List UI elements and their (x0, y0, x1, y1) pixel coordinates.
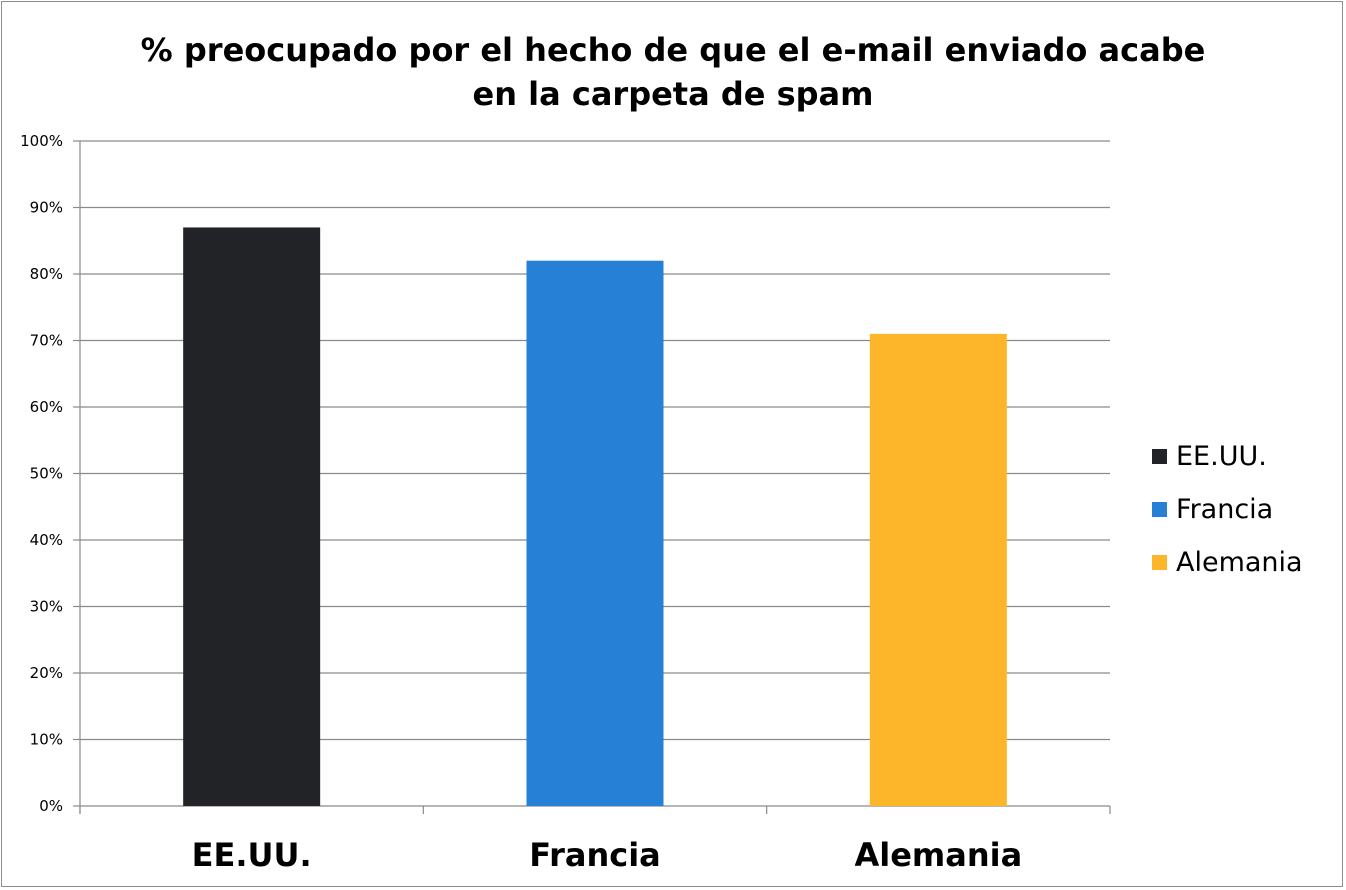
bar (526, 260, 664, 806)
legend-label: Alemania (1176, 547, 1303, 578)
bar (869, 333, 1007, 806)
y-tick-label: 100% (20, 132, 63, 150)
legend-swatch (1152, 502, 1167, 517)
y-tick-label: 20% (30, 664, 63, 682)
chart-title-line-1: % preocupado por el hecho de que el e-ma… (140, 31, 1206, 69)
y-tick-label: 0% (39, 797, 63, 815)
chart-title-line-2: en la carpeta de spam (472, 75, 874, 113)
legend-item: EE.UU. (1152, 430, 1342, 483)
y-tick-label: 80% (30, 265, 63, 283)
legend-label: Francia (1176, 494, 1274, 525)
x-category-label: Alemania (854, 836, 1022, 874)
y-tick-label: 10% (30, 731, 63, 749)
y-tick-label: 50% (30, 465, 63, 483)
y-tick-label: 60% (30, 398, 63, 416)
y-tick-label: 30% (30, 598, 63, 616)
chart-title: % preocupado por el hecho de que el e-ma… (0, 28, 1346, 116)
legend-swatch (1152, 449, 1167, 464)
legend-swatch (1152, 555, 1167, 570)
x-category-label: EE.UU. (192, 836, 312, 874)
x-category-label: Francia (529, 836, 661, 874)
legend-item: Alemania (1152, 536, 1342, 589)
y-tick-label: 90% (30, 199, 63, 217)
legend: EE.UU. Francia Alemania (1152, 430, 1342, 589)
legend-label: EE.UU. (1176, 441, 1267, 472)
y-tick-label: 40% (30, 531, 63, 549)
bar (183, 227, 321, 806)
y-tick-label: 70% (30, 332, 63, 350)
legend-item: Francia (1152, 483, 1342, 536)
